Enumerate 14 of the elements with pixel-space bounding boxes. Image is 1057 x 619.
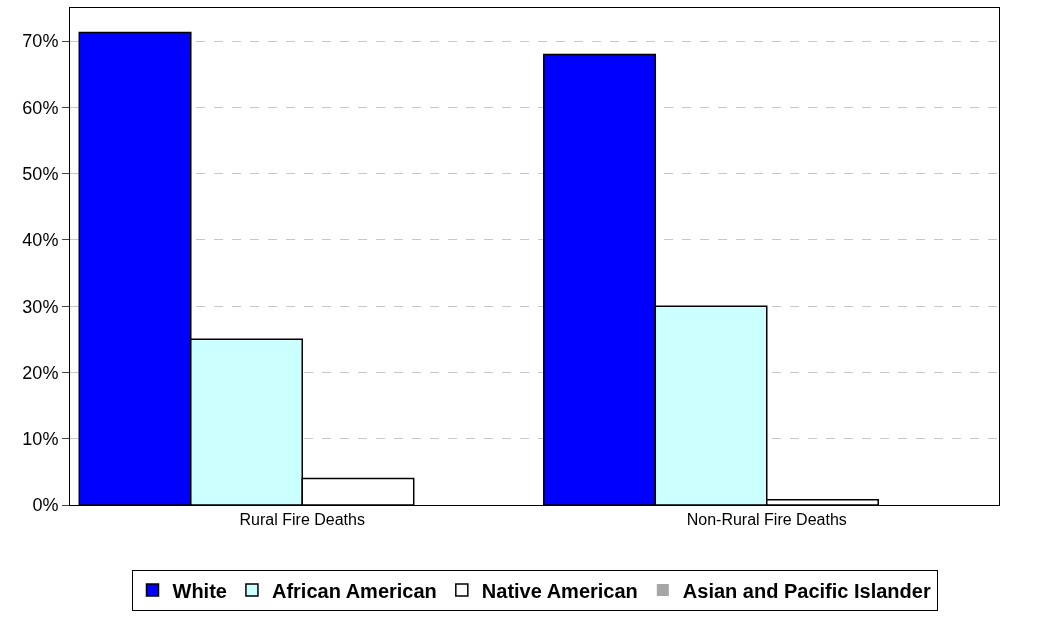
y-tick-label: 50% [22, 163, 59, 184]
y-tick-label: 10% [22, 429, 59, 450]
y-tick-label: 70% [22, 31, 59, 52]
legend-label: Native American [481, 579, 638, 602]
y-tick-label: 60% [22, 97, 59, 118]
y-tick-label: 30% [22, 296, 59, 317]
y-tick-label: 0% [32, 495, 59, 516]
y-tick-label: 20% [22, 362, 59, 383]
legend-label: Asian and Pacific Islander [682, 579, 931, 602]
y-tick-label: 40% [22, 230, 59, 251]
legend-label: White [172, 579, 227, 602]
x-tick-label: Non-Rural Fire Deaths [686, 511, 847, 529]
x-tick-label: Rural Fire Deaths [239, 511, 365, 529]
legend-label: African American [271, 579, 437, 602]
